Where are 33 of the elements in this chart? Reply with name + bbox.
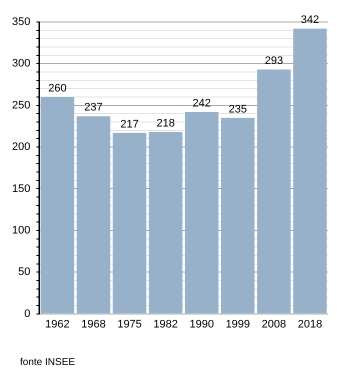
y-tick-label: 350 [12, 16, 30, 28]
x-tick-label: 1968 [81, 318, 106, 330]
x-tick-label: 2008 [262, 318, 286, 330]
y-tick-label: 100 [12, 224, 30, 236]
y-tick-label: 250 [12, 99, 30, 112]
bar [221, 118, 255, 314]
y-tick-label: 0 [24, 308, 30, 320]
source-note: fonte INSEE [20, 356, 76, 368]
x-tick-label: 1982 [153, 318, 178, 330]
data-label: 237 [84, 102, 103, 114]
bar [76, 116, 110, 314]
data-label: 235 [228, 103, 247, 116]
bar [257, 70, 291, 314]
data-label: 217 [120, 118, 139, 130]
bar [40, 97, 74, 314]
bar [293, 28, 327, 314]
x-tick-label: 1990 [189, 318, 214, 330]
y-tick-label: 200 [12, 141, 30, 154]
x-tick-label: 1962 [45, 318, 70, 330]
x-tick-label: 1975 [117, 318, 142, 330]
bar [184, 112, 218, 314]
data-label: 242 [192, 98, 211, 110]
data-label: 260 [48, 82, 67, 95]
data-label: 342 [300, 14, 320, 26]
y-tick-label: 300 [12, 58, 30, 70]
x-tick-label: 2018 [298, 318, 322, 330]
bar [148, 132, 182, 314]
y-tick-label: 50 [18, 266, 30, 278]
x-tick-label: 1999 [226, 318, 250, 330]
y-tick-label: 150 [12, 182, 30, 195]
data-label: 218 [156, 118, 175, 130]
bar [112, 132, 146, 314]
data-label: 293 [264, 55, 284, 68]
